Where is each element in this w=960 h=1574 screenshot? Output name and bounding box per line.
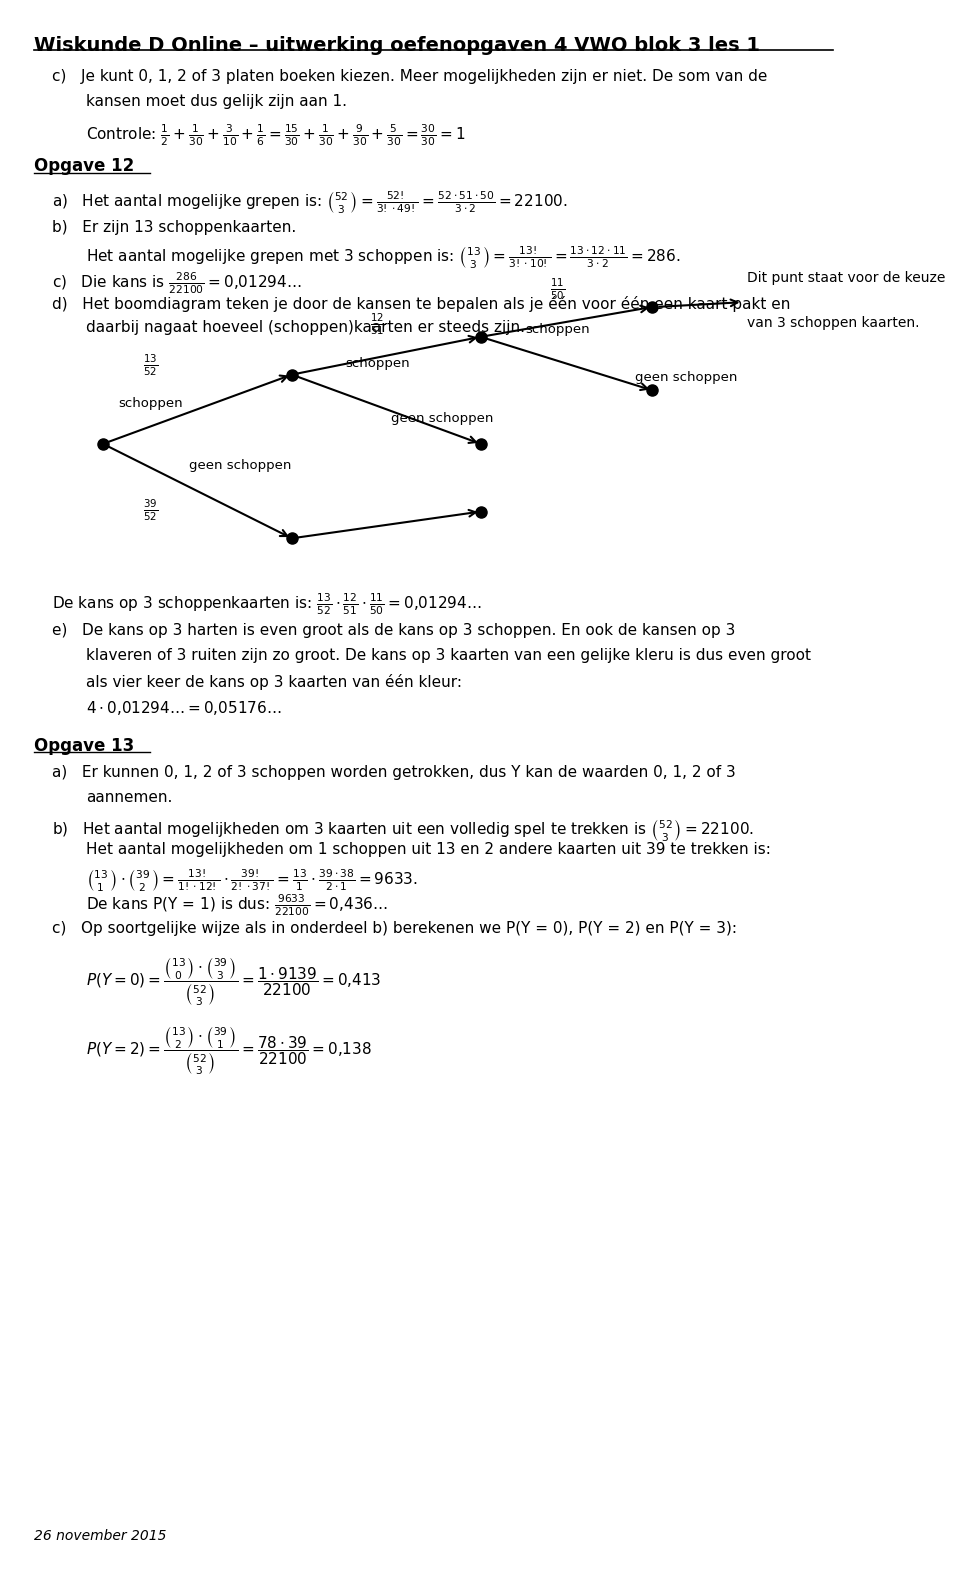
Text: De kans op 3 schoppenkaarten is: $\frac{13}{52}\cdot\frac{12}{51}\cdot\frac{11}{: De kans op 3 schoppenkaarten is: $\frac{… [52, 592, 481, 617]
Text: Wiskunde D Online – uitwerking oefenopgaven 4 VWO blok 3 les 1: Wiskunde D Online – uitwerking oefenopga… [35, 36, 760, 55]
Text: geen schoppen: geen schoppen [391, 412, 492, 425]
Text: d)   Het boomdiagram teken je door de kansen te bepalen als je één voor één een : d) Het boomdiagram teken je door de kans… [52, 296, 790, 312]
Text: als vier keer de kans op 3 kaarten van één kleur:: als vier keer de kans op 3 kaarten van é… [85, 674, 462, 689]
Text: De kans P(Y = 1) is dus: $\frac{9633}{22100}=0{,}436\ldots$: De kans P(Y = 1) is dus: $\frac{9633}{22… [85, 892, 388, 918]
Text: schoppen: schoppen [346, 357, 410, 370]
Text: van 3 schoppen kaarten.: van 3 schoppen kaarten. [747, 316, 920, 331]
Text: $4\cdot0{,}01294\ldots=0{,}05176\ldots$: $4\cdot0{,}01294\ldots=0{,}05176\ldots$ [85, 699, 281, 716]
Text: 26 november 2015: 26 november 2015 [35, 1528, 167, 1543]
Text: schoppen: schoppen [118, 397, 182, 409]
Text: e)   De kans op 3 harten is even groot als de kans op 3 schoppen. En ook de kans: e) De kans op 3 harten is even groot als… [52, 623, 734, 639]
Text: Controle: $\frac{1}{2}+\frac{1}{30}+\frac{3}{10}+\frac{1}{6}=\frac{15}{30}+\frac: Controle: $\frac{1}{2}+\frac{1}{30}+\fra… [85, 123, 466, 148]
Text: $\frac{11}{50}$: $\frac{11}{50}$ [550, 277, 565, 302]
Text: geen schoppen: geen schoppen [636, 371, 737, 384]
Text: Het aantal mogelijkheden om 1 schoppen uit 13 en 2 andere kaarten uit 39 te trek: Het aantal mogelijkheden om 1 schoppen u… [85, 842, 771, 858]
Text: $\frac{39}{52}$: $\frac{39}{52}$ [143, 497, 157, 523]
Text: Opgave 13: Opgave 13 [35, 737, 134, 754]
Text: schoppen: schoppen [526, 323, 590, 335]
Text: c)   Op soortgelijke wijze als in onderdeel b) berekenen we P(Y = 0), P(Y = 2) e: c) Op soortgelijke wijze als in onderdee… [52, 921, 736, 937]
Text: Opgave 12: Opgave 12 [35, 157, 134, 175]
Text: $P(Y=0)=\dfrac{\binom{13}{0}\cdot\binom{39}{3}}{\binom{52}{3}}=\dfrac{1\cdot9139: $P(Y=0)=\dfrac{\binom{13}{0}\cdot\binom{… [85, 955, 381, 1009]
Text: $\binom{13}{1}\cdot\binom{39}{2}=\frac{13!}{1!\cdot12!}\cdot\frac{39!}{2!\cdot37: $\binom{13}{1}\cdot\binom{39}{2}=\frac{1… [85, 867, 418, 894]
Text: klaveren of 3 ruiten zijn zo groot. De kans op 3 kaarten van een gelijke kleru i: klaveren of 3 ruiten zijn zo groot. De k… [85, 648, 811, 664]
Text: c)   Je kunt 0, 1, 2 of 3 platen boeken kiezen. Meer mogelijkheden zijn er niet.: c) Je kunt 0, 1, 2 of 3 platen boeken ki… [52, 69, 767, 85]
Text: Dit punt staat voor de keuze: Dit punt staat voor de keuze [747, 271, 946, 285]
Text: aannemen.: aannemen. [85, 790, 172, 806]
Text: $P(Y=2)=\dfrac{\binom{13}{2}\cdot\binom{39}{1}}{\binom{52}{3}}=\dfrac{78\cdot39}: $P(Y=2)=\dfrac{\binom{13}{2}\cdot\binom{… [85, 1025, 372, 1078]
Text: a)   Er kunnen 0, 1, 2 of 3 schoppen worden getrokken, dus Y kan de waarden 0, 1: a) Er kunnen 0, 1, 2 of 3 schoppen worde… [52, 765, 735, 781]
Text: a)   Het aantal mogelijke grepen is: $\binom{52}{3}=\frac{52!}{3!\cdot49!}=\frac: a) Het aantal mogelijke grepen is: $\bin… [52, 189, 567, 216]
Text: $\frac{12}{51}$: $\frac{12}{51}$ [371, 312, 385, 337]
Text: $\frac{13}{52}$: $\frac{13}{52}$ [143, 353, 157, 378]
Text: c)   Die kans is $\frac{286}{22100}=0{,}01294\ldots$: c) Die kans is $\frac{286}{22100}=0{,}01… [52, 271, 301, 296]
Text: kansen moet dus gelijk zijn aan 1.: kansen moet dus gelijk zijn aan 1. [85, 94, 347, 110]
Text: Het aantal mogelijke grepen met 3 schoppen is: $\binom{13}{3}=\frac{13!}{3!\cdot: Het aantal mogelijke grepen met 3 schopp… [85, 244, 681, 271]
Text: geen schoppen: geen schoppen [189, 460, 291, 472]
Text: b)   Er zijn 13 schoppenkaarten.: b) Er zijn 13 schoppenkaarten. [52, 220, 296, 236]
Text: daarbij nagaat hoeveel (schoppen)kaarten er steeds zijn.: daarbij nagaat hoeveel (schoppen)kaarten… [85, 320, 525, 335]
Text: b)   Het aantal mogelijkheden om 3 kaarten uit een volledig spel te trekken is $: b) Het aantal mogelijkheden om 3 kaarten… [52, 817, 754, 844]
